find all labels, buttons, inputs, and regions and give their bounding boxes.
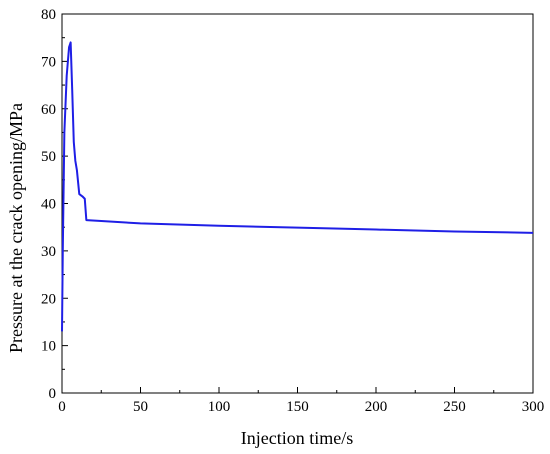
x-tick-label: 200 [365,399,388,415]
y-tick-label: 50 [41,149,56,165]
pressure-line [61,41,534,332]
y-tick-label: 40 [41,197,56,213]
x-tick-label: 150 [286,399,309,415]
x-tick-label: 300 [522,399,545,415]
y-tick-label: 80 [41,7,56,23]
x-tick-label: 50 [133,399,148,415]
y-axis-title: Pressure at the crack opening/MPa [6,103,26,353]
x-tick-label: 100 [208,399,231,415]
y-tick-label: 0 [49,386,57,402]
plot-frame [61,13,534,394]
y-tick-label: 70 [41,54,56,70]
x-axis-ticks: 0 50 100 150 200 250 300 [58,387,544,415]
plot-border [61,13,534,394]
series-layer [61,41,534,332]
x-tick-label: 0 [58,399,66,415]
y-tick-label: 10 [41,339,56,355]
y-tick-label: 30 [41,244,56,260]
y-tick-label: 20 [41,291,56,307]
x-axis-title: Injection time/s [241,428,353,448]
y-tick-label: 60 [41,102,56,118]
x-tick-label: 250 [443,399,466,415]
